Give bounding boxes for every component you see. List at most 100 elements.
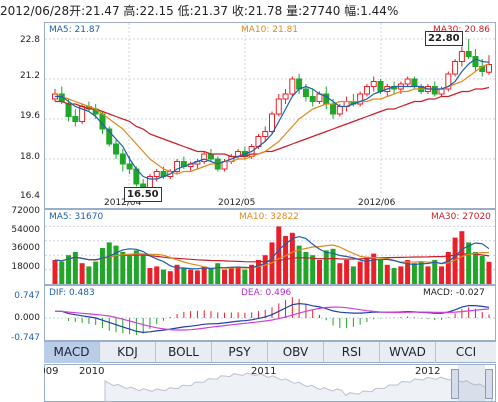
volume-bar [106, 242, 112, 284]
ma30-legend: MA30: 20.86 [433, 25, 491, 35]
volume-bar [120, 252, 126, 284]
volume-bar [459, 231, 465, 284]
volume-bar [371, 253, 377, 284]
nav-right-handle[interactable] [485, 369, 493, 399]
volume-panel[interactable]: MA5: 31670 MA10: 32822 MA30: 27020 [44, 209, 496, 285]
tab-boll[interactable]: BOLL [156, 342, 212, 363]
candle-body [289, 78, 296, 95]
candle-body [302, 88, 309, 97]
volume-bar [330, 248, 336, 284]
volume-bar [425, 266, 431, 284]
tab-macd[interactable]: MACD [44, 342, 100, 363]
volume-bar [79, 263, 85, 284]
volume-bar [384, 264, 390, 284]
volume-bar [201, 266, 207, 284]
candle-body [465, 51, 472, 57]
vol-ytick: 54000 [11, 225, 40, 235]
volume-bar [235, 266, 241, 284]
price-panel[interactable]: MA5: 21.87 MA10: 21.81 MA30: 20.86 [44, 22, 496, 209]
tab-kdj[interactable]: KDJ [100, 342, 156, 363]
volume-bar [66, 255, 72, 284]
vol-ma30-legend: MA30: 27020 [431, 212, 491, 222]
ma10-legend: MA10: 21.81 [241, 25, 299, 35]
volume-bar [127, 256, 133, 284]
volume-bar [296, 245, 302, 284]
volume-bar [242, 269, 248, 284]
volume-bar [303, 252, 309, 284]
volume-bar [316, 260, 322, 284]
volume-bar [93, 261, 99, 284]
navigator-area [104, 372, 493, 401]
candle-body [472, 56, 479, 67]
volume-bar [52, 260, 58, 284]
indicator-tabs: MACD KDJ BOLL PSY OBV RSI WVAD CCI [44, 341, 496, 363]
macd-ytick: -0.747 [10, 333, 40, 343]
price-ytick: 18.0 [19, 152, 40, 162]
macd-ytick: 0.747 [14, 291, 40, 301]
min-price-callout: 16.50 [124, 187, 162, 202]
nav-left-handle[interactable] [451, 369, 459, 399]
candle-body [262, 131, 269, 137]
volume-bar [344, 260, 350, 284]
vol-ytick: 36000 [11, 243, 40, 253]
ma10-line [54, 63, 490, 175]
volume-bar [228, 268, 234, 284]
volume-bar [378, 260, 383, 284]
tab-wvad[interactable]: WVAD [380, 342, 436, 363]
max-price-callout: 22.80 [425, 31, 463, 46]
navigator-chart [104, 372, 493, 401]
volume-bar [174, 264, 180, 284]
range-navigator[interactable]: 2009 2010 2011 2012 [33, 364, 496, 402]
candle-body [411, 78, 418, 87]
tab-cci[interactable]: CCI [455, 345, 477, 359]
candle-body [452, 61, 459, 75]
volume-bar [439, 266, 445, 284]
candle-body [309, 96, 316, 102]
volume-bar [133, 250, 139, 284]
candle-body [377, 81, 384, 92]
volume-bar [208, 268, 214, 284]
volume-bar [276, 226, 282, 284]
ma5-line [55, 58, 490, 180]
vol-ma5-line [54, 235, 490, 270]
price-ytick: 16.4 [19, 191, 40, 201]
change-label: 幅: [344, 4, 361, 18]
candle-body [370, 81, 377, 87]
candle-body [458, 51, 465, 62]
volume-bar [350, 266, 356, 284]
price-ytick: 22.8 [19, 35, 40, 45]
candle-body [282, 93, 289, 100]
candle-body [363, 86, 370, 95]
candle-body [201, 153, 208, 162]
macd-chart [45, 297, 495, 336]
candle-body [174, 161, 181, 172]
volume-bar [154, 266, 160, 284]
volume-bar [411, 263, 417, 284]
quote-date: 2012/06/28 [0, 4, 70, 18]
candle-body [357, 93, 364, 105]
volume-bar [472, 252, 478, 284]
volume-label: 量: [286, 4, 303, 18]
candle-body [330, 103, 337, 115]
volume-chart [45, 225, 495, 284]
candle-body [65, 103, 72, 117]
candle-body [438, 88, 445, 95]
candle-body [404, 78, 411, 85]
volume-bar [181, 268, 187, 284]
open-label: 开: [69, 4, 86, 18]
macd-panel[interactable]: DIF: 0.483 DEA: 0.496 MACD: -0.027 [44, 285, 496, 341]
nav-left-margin [0, 364, 44, 402]
candle-body [153, 171, 160, 177]
quote-header: 2012/06/28开:21.47 高:22.15 低:21.37 收:21.7… [0, 0, 498, 22]
open-value: 21.47 [85, 4, 120, 18]
nav-selected-window[interactable] [458, 365, 485, 401]
volume-bar [310, 255, 316, 284]
candle-body [126, 163, 133, 170]
volume-bar [222, 269, 228, 284]
tab-obv[interactable]: OBV [268, 342, 324, 363]
tab-psy[interactable]: PSY [212, 342, 268, 363]
dif-legend: DIF: 0.483 [49, 288, 95, 298]
candle-body [72, 116, 79, 122]
low-value: 21.37 [193, 4, 229, 18]
tab-rsi[interactable]: RSI [324, 342, 380, 363]
